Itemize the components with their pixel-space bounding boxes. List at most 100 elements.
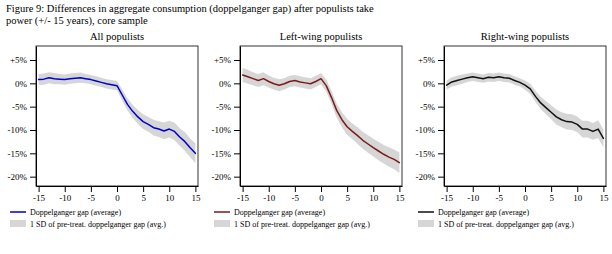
y-tick: 0% [15,79,36,89]
x-tick: -15 [237,186,249,203]
legend-swatch [418,220,434,227]
x-tick: 0 [115,186,120,203]
y-tick-label: -15% [416,149,436,159]
plot-area [39,72,196,163]
x-tick-label: 15 [599,193,609,203]
x-tick: 10 [369,186,379,203]
x-tick-mark [321,186,322,192]
y-tick-label: -10% [416,125,436,135]
y-tick-label: +5% [418,55,436,65]
y-tick-label: -5% [420,102,435,112]
x-tick: -15 [33,186,45,203]
x-tick-mark [499,186,500,192]
y-axis-line [444,47,445,187]
x-tick-mark [399,186,400,192]
y-tick-label: 0% [423,79,436,89]
x-tick: 10 [165,186,175,203]
x-tick-mark [347,186,348,192]
y-tick-mark [234,153,240,154]
y-tick-label: -15% [8,149,28,159]
panel: Right-wing populists -15 -10 -5 0 5 10 15 +5% 0% -… [416,31,609,229]
legend-label: Doppelganger gap (average) [438,208,529,217]
x-tick-label: -15 [441,193,453,203]
x-tick-label: -10 [467,193,479,203]
legend-label: Doppelganger gap (average) [30,208,121,217]
x-tick-mark [577,186,578,192]
x-tick-label: -5 [496,193,504,203]
x-tick-label: -10 [263,193,275,203]
x-tick-mark [169,186,170,192]
y-tick: -10% [8,125,37,135]
y-tick: 0% [423,79,444,89]
panel-title: All populists [90,31,144,42]
y-axis: +5% 0% -5% -10% -15% -20% [8,47,37,187]
x-tick: 15 [395,186,405,203]
sd-band [243,68,400,173]
legend-swatch [214,211,230,213]
x-tick-mark [447,186,448,192]
x-tick: 10 [573,186,583,203]
y-tick-label: 0% [15,79,28,89]
sd-band [447,73,604,148]
x-tick-label: 15 [395,193,405,203]
x-tick: 5 [549,186,554,203]
x-tick-mark [373,186,374,192]
y-tick-label: -20% [8,172,28,182]
plot-frame [444,46,606,186]
x-tick-label: -5 [88,193,96,203]
legend-item: Doppelganger gap (average) [10,208,121,217]
y-axis-line [36,47,37,187]
x-tick: -15 [441,186,453,203]
legend: Doppelganger gap (average) 1 SD of pre-tr… [214,208,370,229]
y-tick-mark [30,177,36,178]
y-tick: +5% [418,55,444,65]
panel-title: Right-wing populists [481,31,569,42]
x-tick-mark [91,186,92,192]
y-tick-mark [30,153,36,154]
legend: Doppelganger gap (average) 1 SD of pre-tr… [10,208,166,229]
x-tick-label: -5 [292,193,300,203]
y-tick-label: +5% [214,55,232,65]
legend-item: 1 SD of pre-treat. doppelganger gap (avg… [10,220,166,229]
y-tick: -5% [12,102,36,112]
y-tick-mark [234,107,240,108]
figure-title: Figure 9: Differences in aggregate consu… [6,3,374,15]
y-tick-label: +5% [10,55,28,65]
x-tick-label: 0 [523,193,528,203]
plot-area [243,68,400,173]
y-tick: -20% [8,172,37,182]
y-tick-label: -15% [212,149,232,159]
x-tick-label: 10 [369,193,379,203]
y-tick-label: 0% [219,79,232,89]
y-tick-mark [234,60,240,61]
y-tick-mark [30,60,36,61]
x-tick-mark [117,186,118,192]
x-tick: 0 [523,186,528,203]
legend-label: 1 SD of pre-treat. doppelganger gap (avg… [234,220,370,229]
x-tick-label: 5 [345,193,350,203]
plot-frame [36,46,198,186]
x-axis: -15 -10 -5 0 5 10 15 [237,186,405,203]
y-tick-mark [30,107,36,108]
x-tick-mark [603,186,604,192]
y-tick-mark [234,130,240,131]
legend-item: Doppelganger gap (average) [418,208,529,217]
y-tick-mark [438,130,444,131]
line [447,77,604,139]
x-tick-mark [195,186,196,192]
legend-label: 1 SD of pre-treat. doppelganger gap (avg… [438,220,574,229]
legend-label: 1 SD of pre-treat. doppelganger gap (avg… [30,220,166,229]
x-tick: 15 [191,186,201,203]
y-axis-line [240,47,241,187]
y-tick: -15% [416,149,445,159]
legend-item: Doppelganger gap (average) [214,208,325,217]
y-tick-label: -5% [216,102,231,112]
legend: Doppelganger gap (average) 1 SD of pre-tr… [418,208,574,229]
y-axis: +5%0%-5%-10%-15%-20% [212,47,241,187]
x-tick-label: 0 [319,193,324,203]
x-tick-mark [243,186,244,192]
plot-area [447,73,604,148]
x-tick: -5 [292,186,300,203]
figure: Figure 9: Differences in aggregate consu… [0,0,612,254]
x-tick-mark [39,186,40,192]
